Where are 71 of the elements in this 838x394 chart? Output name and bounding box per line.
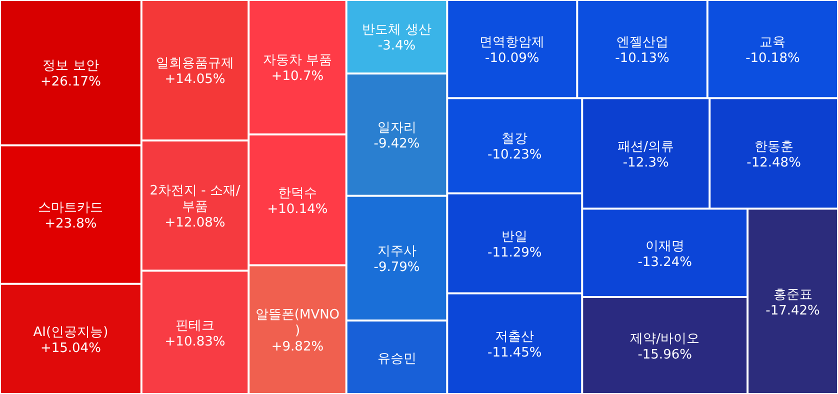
- data-label: -11.45%: [488, 346, 542, 361]
- category-label: 한덕수: [278, 186, 317, 201]
- data-label: -11.29%: [488, 245, 542, 260]
- data-label: -9.42%: [374, 136, 420, 152]
- category-label: 면역항암제: [480, 35, 545, 50]
- cell: 일회용품규제 +14.05%: [142, 1, 248, 140]
- data-label: +15.04%: [40, 340, 101, 356]
- data-label: +26.17%: [40, 74, 101, 90]
- cell: 지주사 -9.79%: [347, 196, 446, 320]
- data-label: -10.13%: [615, 51, 670, 66]
- category-label: 반일: [502, 229, 528, 244]
- cell: 저출산 -11.45%: [448, 294, 582, 393]
- category-label: 반도체 생산: [362, 22, 432, 38]
- cell: 엔젤산업 -10.13%: [578, 1, 706, 98]
- category-label: 자동차 부품: [262, 53, 332, 68]
- data-label: +10.14%: [267, 202, 328, 217]
- category-label: 엔젤산업: [616, 35, 668, 50]
- cell: 일자리 -9.42%: [347, 74, 446, 195]
- category-label: 핀테크: [176, 318, 215, 334]
- data-label: -10.23%: [488, 148, 542, 163]
- category-label: 한동훈: [754, 139, 794, 154]
- cell: 제약/바이오 -15.96%: [583, 298, 747, 393]
- data-label: +23.8%: [44, 216, 97, 232]
- category-label: 홍준표: [773, 287, 812, 302]
- data-label: +10.7%: [271, 69, 324, 84]
- category-label: 스마트카드: [38, 200, 104, 216]
- data-label: -13.24%: [638, 254, 692, 270]
- category-label: 일회용품규제: [156, 56, 234, 72]
- cell: 정보 보안 +26.17%: [1, 1, 140, 144]
- category-label: 알뜰폰(MVNO): [255, 308, 340, 339]
- category-label: 정보 보안: [42, 58, 99, 74]
- cell: 스마트카드 +23.8%: [1, 146, 140, 283]
- category-label: 패션/의류: [618, 139, 674, 154]
- data-label: -10.09%: [485, 51, 540, 66]
- data-label: -9.79%: [374, 260, 420, 276]
- data-label: -10.18%: [746, 51, 800, 66]
- cell: 면역항암제 -10.09%: [448, 1, 576, 98]
- cell: 유승민: [347, 322, 446, 393]
- cell: 홍준표 -17.42%: [748, 210, 837, 393]
- category-label: 철강: [502, 132, 528, 147]
- cell: AI(인공지능) +15.04%: [1, 284, 140, 393]
- data-label: -12.3%: [622, 155, 669, 170]
- cell: 자동차 부품 +10.7%: [250, 1, 346, 134]
- category-label: 교육: [760, 35, 786, 50]
- cell: 패션/의류 -12.3%: [583, 99, 709, 208]
- data-label: +10.83%: [164, 334, 226, 350]
- category-label: 제약/바이오: [630, 332, 700, 346]
- data-label: -15.96%: [638, 348, 692, 362]
- data-label: +14.05%: [164, 72, 226, 88]
- cell: 한동훈 -12.48%: [710, 99, 837, 208]
- cell: 교육 -10.18%: [708, 1, 837, 98]
- category-label: 저출산: [495, 330, 534, 345]
- category-label: 2차전지 - 소재/부품: [150, 184, 241, 215]
- data-label: -17.42%: [766, 303, 820, 318]
- data-label: +9.82%: [271, 340, 324, 355]
- data-label: -12.48%: [746, 155, 801, 170]
- cell: 이재명 -13.24%: [583, 210, 747, 296]
- cell: 2차전지 - 소재/부품 +12.08%: [142, 141, 248, 270]
- category-label: 유승민: [377, 351, 416, 366]
- category-label: AI(인공지능): [33, 324, 108, 340]
- cell: 한덕수 +10.14%: [250, 135, 346, 264]
- data-label: +12.08%: [164, 216, 226, 231]
- cell: 철강 -10.23%: [448, 99, 582, 192]
- data-label: -3.4%: [378, 38, 416, 54]
- cell: 반일 -11.29%: [448, 194, 582, 292]
- cell: 알뜰폰(MVNO) +9.82%: [250, 266, 346, 393]
- category-label: 이재명: [645, 238, 684, 254]
- category-label: 지주사: [377, 244, 416, 260]
- category-label: 일자리: [377, 120, 416, 136]
- cell: 반도체 생산 -3.4%: [347, 1, 446, 72]
- cell: 핀테크 +10.83%: [142, 272, 248, 393]
